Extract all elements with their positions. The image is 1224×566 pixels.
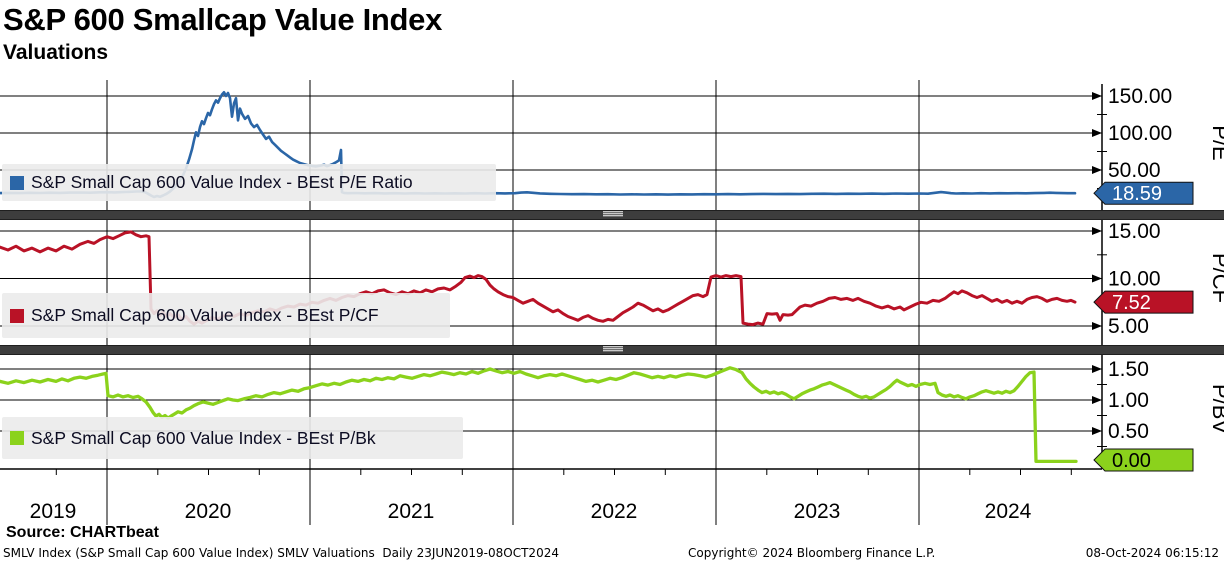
source-line: Source: CHARTbeat [6,524,159,541]
pcf-axis-title: P/CF [1208,253,1224,303]
legend-pcf[interactable]: S&P Small Cap 600 Value Index - BEst P/C… [2,293,450,338]
legend-pe[interactable]: S&P Small Cap 600 Value Index - BEst P/E… [2,164,496,201]
pe-legend-swatch-icon [10,175,24,190]
pbv-tick-arrow-icon [1092,396,1102,404]
pe-legend-label: S&P Small Cap 600 Value Index - BEst P/E… [31,172,413,192]
pbv-tick-label: 1.00 [1108,389,1149,412]
pbv-legend-label: S&P Small Cap 600 Value Index - BEst P/B… [31,427,376,448]
pbv-tick-arrow-icon [1092,427,1102,435]
pcf-tick-arrow-icon [1092,322,1102,330]
x-year-label-2022: 2022 [591,500,638,523]
footer-security-info: SMLV Index (S&P Small Cap 600 Value Inde… [3,546,559,560]
pcf-tick-label: 5.00 [1108,315,1149,338]
page-subtitle: Valuations [3,41,109,64]
pcf-tick-label: 15.00 [1108,220,1161,243]
pe-axis-title: P/E [1208,125,1224,160]
panel-resize-handle-1[interactable] [603,211,623,217]
pbv-last-value-text: 0.00 [1112,450,1151,472]
footer-copyright: Copyright© 2024 Bloomberg Finance L.P. [688,546,936,560]
page-title: S&P 600 Smallcap Value Index [3,2,443,37]
pe-tick-arrow-icon [1092,129,1102,137]
pcf-last-value-text: 7.52 [1112,292,1151,314]
pe-last-value-badge [1093,181,1194,205]
pbv-last-value-badge [1093,448,1194,472]
pcf-legend-label: S&P Small Cap 600 Value Index - BEst P/C… [31,305,379,325]
panel-resize-handle-2[interactable] [603,346,623,352]
pe-tick-label: 150.00 [1108,85,1172,108]
pbv-legend-swatch-icon [10,431,24,445]
pcf-last-value-badge [1093,290,1194,314]
pe-tick-label: 50.00 [1108,159,1161,182]
footer-timestamp: 08-Oct-2024 06:15:12 [1085,546,1219,560]
x-year-label-2021: 2021 [388,500,435,523]
pcf-tick-arrow-icon [1092,274,1102,283]
legend-pbv[interactable]: S&P Small Cap 600 Value Index - BEst P/B… [2,417,463,459]
x-year-label-2019: 2019 [30,500,77,523]
pe-tick-label: 100.00 [1108,122,1172,145]
pe-tick-arrow-icon [1092,92,1102,100]
pcf-legend-swatch-icon [10,308,24,323]
pe-tick-arrow-icon [1092,166,1102,174]
pbv-tick-arrow-icon [1092,365,1102,373]
x-year-label-2020: 2020 [185,500,232,523]
pcf-tick-label: 10.00 [1108,268,1161,291]
pbv-tick-label: 0.50 [1108,420,1149,443]
x-year-label-2023: 2023 [794,500,841,523]
pbv-series-line [0,366,1078,464]
pbv-axis-title: P/BV [1208,384,1224,434]
pcf-tick-arrow-icon [1092,227,1102,235]
x-year-label-2024: 2024 [985,500,1032,523]
pe-last-value-text: 18.59 [1112,183,1162,205]
pbv-tick-label: 1.50 [1108,358,1149,381]
